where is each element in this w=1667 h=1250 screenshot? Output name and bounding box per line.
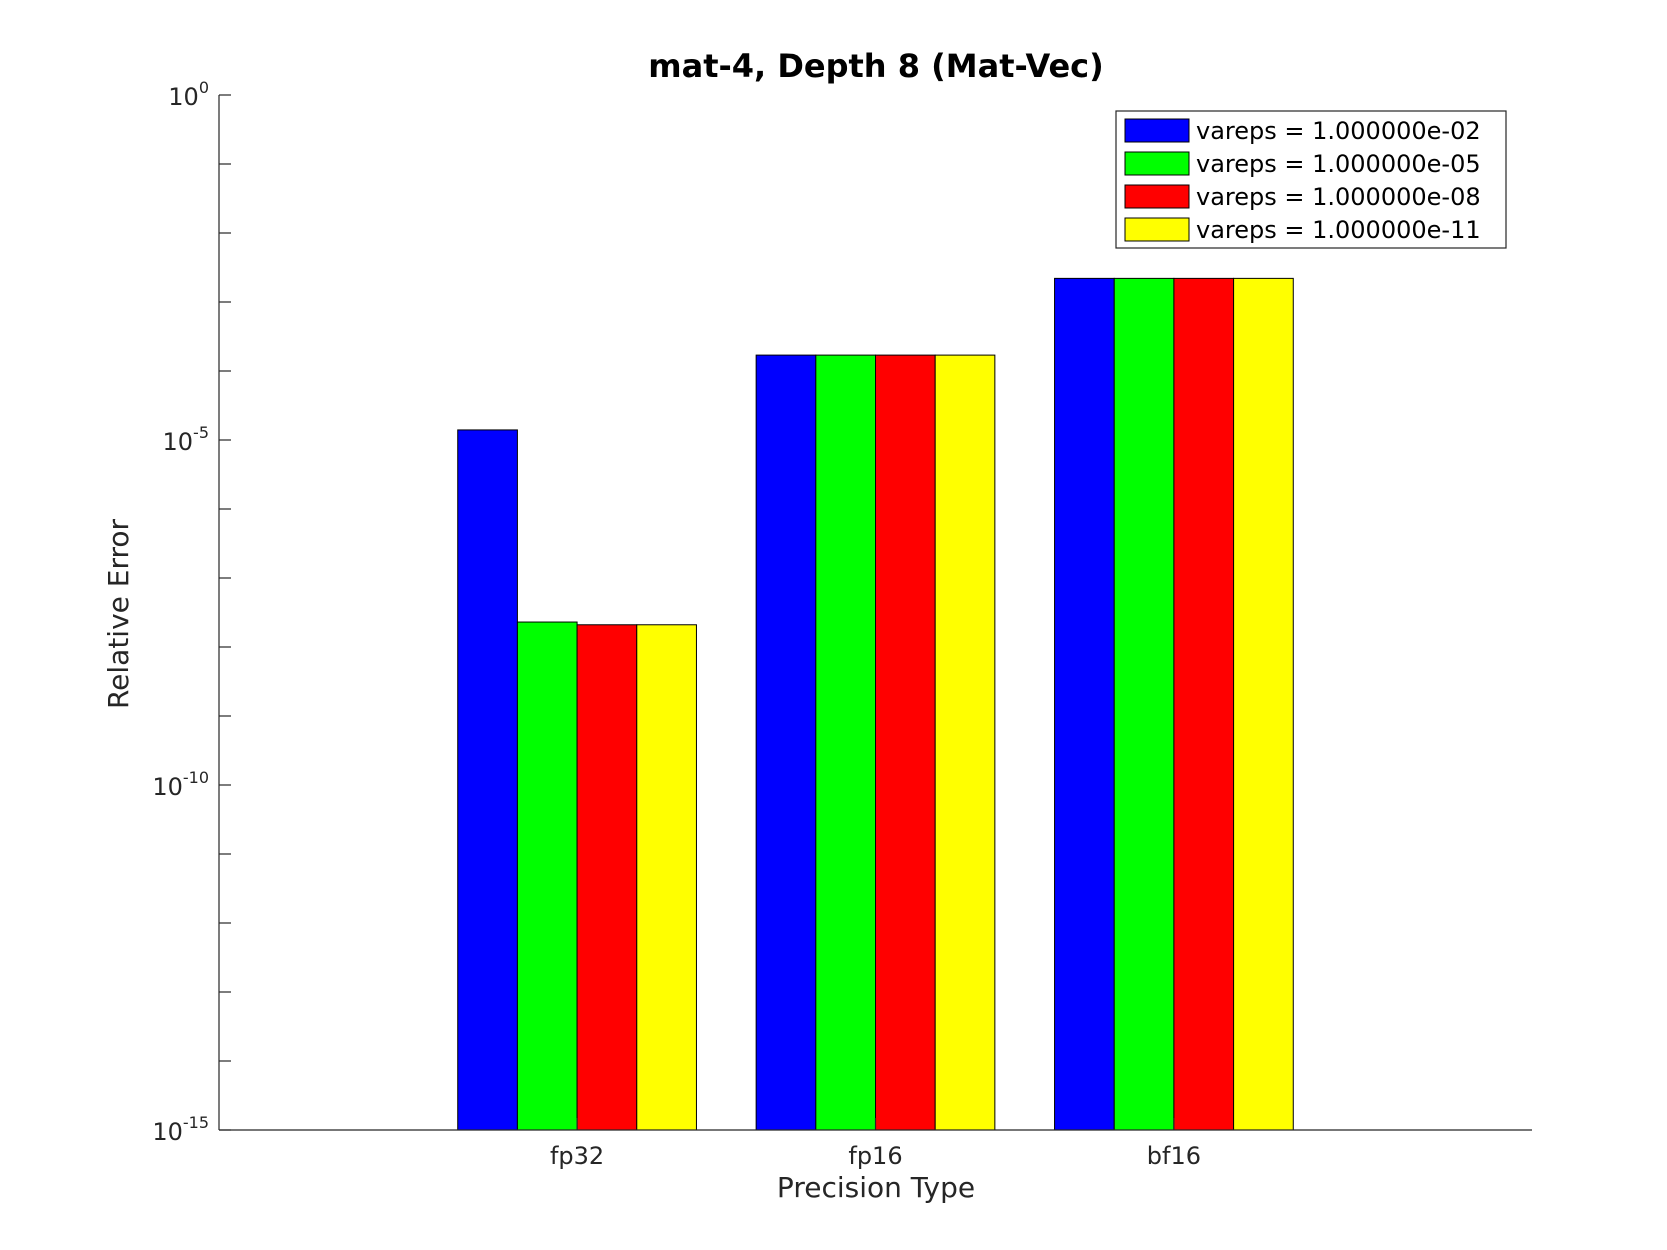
y-tick-label: 10-5 — [163, 423, 210, 456]
bar-fp32-series-4 — [636, 624, 697, 1131]
legend-swatch-3 — [1124, 184, 1190, 209]
bar-bf16-series-4 — [1233, 277, 1294, 1131]
bar-fp16-series-2 — [815, 354, 877, 1131]
bar-fp32-series-2 — [516, 621, 578, 1131]
legend-label-1: vareps = 1.000000e-02 — [1196, 117, 1481, 145]
bar-fp16-series-3 — [875, 354, 936, 1131]
x-tick-label-bf16: bf16 — [1147, 1142, 1201, 1170]
bar-bf16-series-2 — [1113, 277, 1175, 1131]
y-tick-label-exponent: -5 — [193, 423, 209, 442]
legend-swatch-4 — [1124, 217, 1190, 242]
y-tick-label-base: 10 — [163, 428, 194, 456]
y-tick-label: 100 — [168, 78, 209, 111]
legend-label-3: vareps = 1.000000e-08 — [1196, 183, 1481, 211]
y-tick-label-exponent: 0 — [199, 78, 209, 97]
bar-fp16-series-1 — [755, 354, 817, 1131]
bars-group — [457, 277, 1294, 1131]
x-tick-label-fp16: fp16 — [848, 1142, 902, 1170]
legend-swatch-1 — [1124, 118, 1190, 143]
y-tick-label-exponent: -10 — [183, 768, 209, 787]
legend-label-2: vareps = 1.000000e-05 — [1196, 150, 1481, 178]
y-tick-label-exponent: -15 — [183, 1113, 209, 1132]
bar-bf16-series-1 — [1054, 277, 1115, 1131]
x-axis-label: Precision Type — [777, 1171, 975, 1204]
y-tick-label: 10-10 — [152, 768, 209, 801]
y-axis-label: Relative Error — [102, 518, 135, 709]
bar-fp32-series-1 — [457, 429, 518, 1131]
chart-title: mat-4, Depth 8 (Mat-Vec) — [648, 47, 1104, 85]
legend-swatch-2 — [1124, 151, 1190, 176]
y-tick-label-base: 10 — [168, 83, 199, 111]
y-tick-label-base: 10 — [152, 773, 183, 801]
legend: vareps = 1.000000e-02 vareps = 1.000000e-… — [1115, 110, 1507, 249]
x-tick-label-fp32: fp32 — [550, 1142, 604, 1170]
x-ticks-group: fp32 fp16 bf16 — [550, 1118, 1201, 1170]
bar-fp32-series-3 — [576, 624, 638, 1131]
bar-bf16-series-3 — [1173, 277, 1235, 1131]
legend-label-4: vareps = 1.000000e-11 — [1196, 216, 1481, 244]
y-tick-label: 10-15 — [152, 1113, 209, 1146]
bar-fp16-series-4 — [934, 354, 996, 1131]
y-tick-label-base: 10 — [152, 1118, 183, 1146]
